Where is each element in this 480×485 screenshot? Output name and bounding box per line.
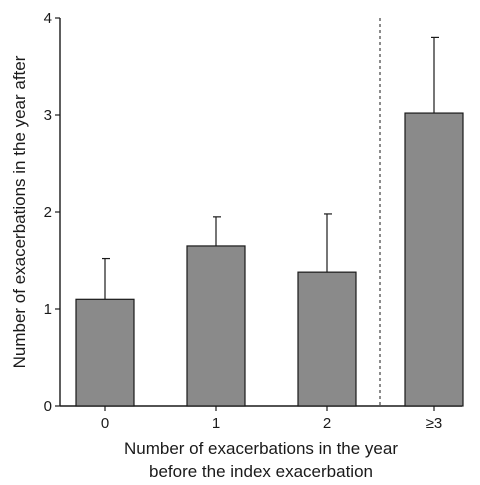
- error-bars: [102, 36, 439, 300]
- y-tick-label: 2: [44, 204, 52, 221]
- bar-0: [75, 298, 135, 407]
- y-tick-label: 1: [44, 301, 52, 318]
- y-axis-label: Number of exacerbations in the year afte…: [10, 55, 29, 368]
- bars: [75, 112, 464, 407]
- x-ticks: 0 1 2 ≥3: [101, 406, 442, 432]
- y-tick-label: 0: [44, 398, 52, 415]
- x-tick-label: 2: [323, 415, 331, 432]
- x-axis-label-line-1: Number of exacerbations in the year: [124, 439, 398, 458]
- x-tick-label: 0: [101, 415, 109, 432]
- y-tick-label: 4: [44, 10, 52, 27]
- bar-3: [404, 112, 464, 407]
- x-tick-label: ≥3: [426, 415, 443, 432]
- x-axis-label-line-2: before the index exacerbation: [149, 462, 373, 481]
- y-ticks: 0 1 2 3 4: [44, 10, 60, 415]
- x-tick-label: 1: [212, 415, 220, 432]
- bar-1: [186, 245, 246, 407]
- bar-2: [297, 271, 357, 407]
- y-tick-label: 3: [44, 107, 52, 124]
